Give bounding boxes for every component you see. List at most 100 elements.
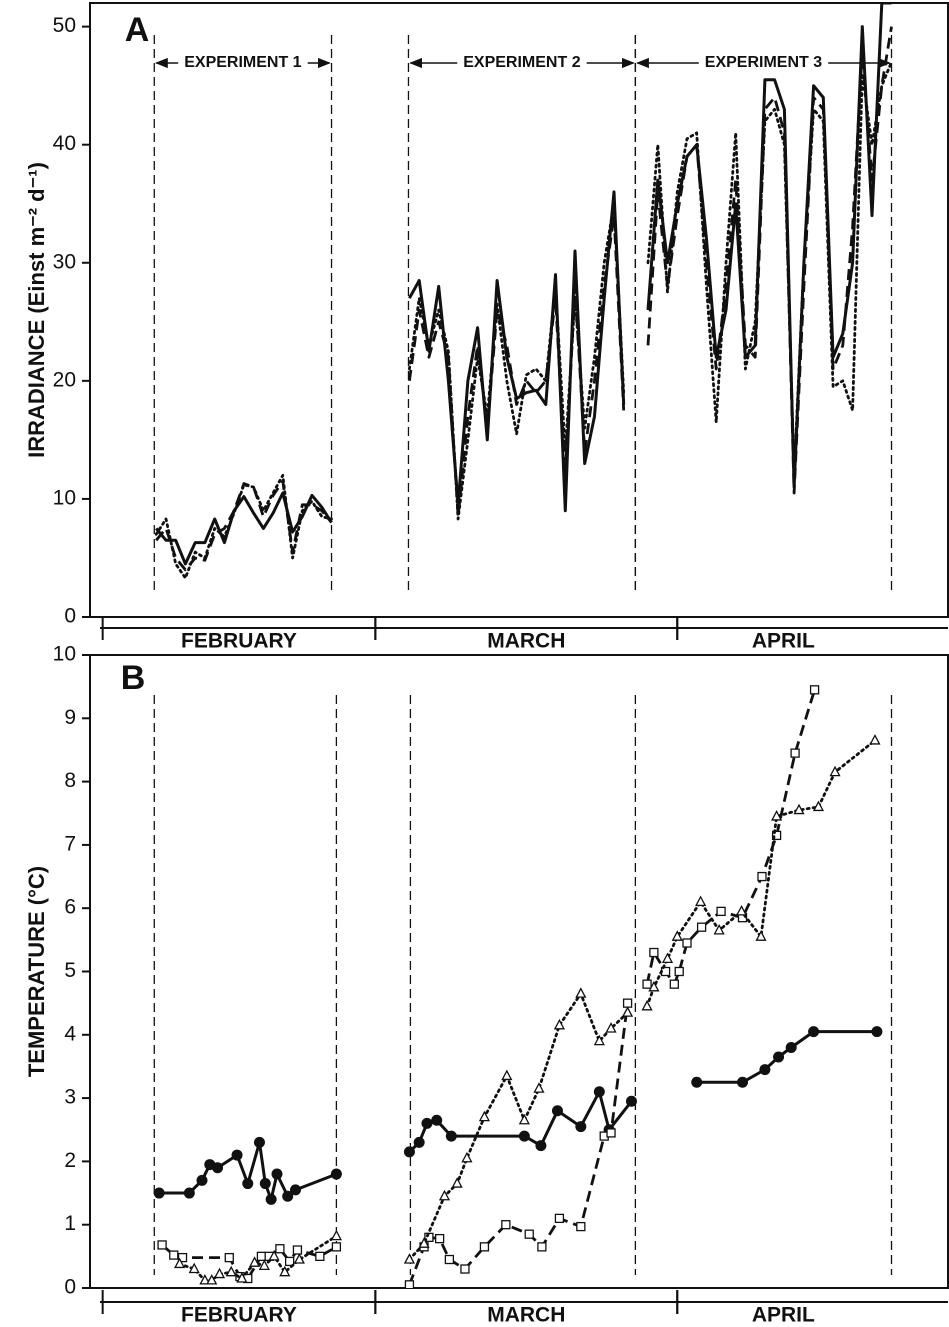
point [478, 1110, 491, 1122]
point [605, 1022, 617, 1033]
point [212, 1162, 224, 1174]
point [648, 980, 660, 992]
point [759, 1064, 771, 1076]
point [537, 1242, 547, 1252]
y-tick-label: 5 [64, 959, 76, 982]
point [236, 1272, 248, 1283]
point [593, 1034, 605, 1046]
point [793, 803, 805, 815]
point [169, 1250, 179, 1260]
point [213, 1267, 226, 1279]
y-tick-label: 7 [64, 832, 76, 855]
experiment-label: EXPERIMENT 3 [705, 54, 822, 71]
point [256, 1251, 267, 1261]
point [535, 1140, 547, 1152]
point [177, 1252, 188, 1263]
point [188, 1262, 200, 1274]
point [183, 1187, 195, 1199]
point [524, 1229, 534, 1239]
point [315, 1251, 325, 1261]
point [434, 1233, 445, 1244]
month-label: FEBRUARY [181, 1304, 297, 1327]
plot-frame [89, 654, 949, 1289]
y-tick-label: 0 [64, 605, 76, 628]
point [869, 734, 881, 745]
panel-label: B [121, 659, 146, 697]
point [330, 1229, 342, 1241]
point [275, 1244, 285, 1254]
point [259, 1178, 271, 1190]
point [735, 904, 748, 916]
point [575, 987, 587, 998]
y-tick-label: 10 [53, 643, 76, 666]
point [501, 1069, 513, 1081]
point [199, 1274, 211, 1285]
point [737, 1076, 749, 1088]
point [284, 1256, 295, 1267]
point [258, 1259, 270, 1270]
point [785, 1041, 797, 1053]
point [773, 1051, 785, 1063]
point [593, 1086, 605, 1098]
point [174, 1257, 186, 1269]
y-tick-label: 4 [64, 1022, 76, 1045]
point [871, 1026, 883, 1038]
point [289, 1184, 301, 1196]
month-label: MARCH [487, 1304, 565, 1327]
point [279, 1265, 291, 1277]
point [330, 1168, 342, 1180]
point [253, 1136, 265, 1148]
point [206, 1274, 218, 1285]
point [479, 1242, 490, 1252]
point [331, 1242, 342, 1252]
point [696, 922, 707, 932]
experiment-label-bg [457, 52, 587, 74]
point [444, 1254, 455, 1265]
panel: A IRRADIANCE (Einst m⁻² d⁻¹) 0 10 20 30 40 50 FE… [24, 2, 949, 653]
y-tick-label: 10 [53, 486, 76, 509]
y-tick-label: 6 [64, 896, 76, 919]
month-label: APRIL [752, 630, 815, 653]
point [533, 1082, 545, 1093]
point [445, 1130, 457, 1142]
y-axis-label: IRRADIANCE (Einst m⁻² d⁻¹) [24, 162, 49, 458]
point [713, 923, 725, 935]
series-line [159, 1030, 877, 1201]
point [196, 1174, 208, 1186]
point [249, 1256, 261, 1267]
series-line [161, 689, 816, 1286]
y-tick-label: 3 [64, 1086, 76, 1109]
point [642, 979, 652, 989]
point [606, 1128, 616, 1138]
point [501, 1220, 511, 1230]
point [438, 1189, 451, 1201]
point [431, 1114, 443, 1126]
y-tick-label: 50 [53, 14, 76, 37]
point [649, 947, 659, 958]
panel-label: A [125, 11, 150, 49]
point [553, 1018, 565, 1030]
point [671, 930, 683, 941]
y-tick-label: 20 [53, 368, 76, 391]
point [771, 830, 782, 841]
point [224, 1252, 234, 1263]
series-group [154, 3, 893, 580]
series-line [154, 60, 893, 580]
point [265, 1193, 277, 1205]
y-tick-label: 30 [53, 250, 76, 273]
experiment-label-bg [178, 52, 308, 74]
point [518, 1130, 530, 1142]
y-tick-label: 9 [64, 706, 76, 729]
point [625, 1095, 637, 1107]
experiment-label: EXPERIMENT 1 [184, 54, 301, 71]
point [695, 895, 707, 907]
point [404, 1280, 415, 1288]
month-label: MARCH [487, 630, 565, 653]
month-label: FEBRUARY [181, 630, 297, 653]
plot-frame [89, 2, 949, 618]
y-tick-label: 0 [64, 1276, 76, 1299]
point [755, 930, 767, 941]
point [413, 1136, 425, 1148]
point [809, 685, 820, 695]
